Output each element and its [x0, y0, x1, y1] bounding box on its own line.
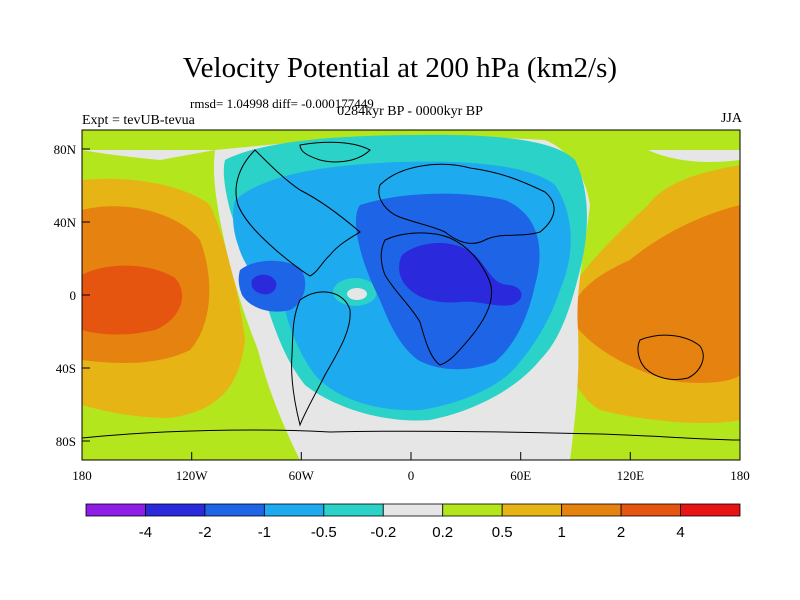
contour-fill-darkorange-east: [571, 205, 740, 383]
colorbar-swatch: [442, 503, 503, 517]
colorbar-swatch: [85, 503, 146, 517]
colorbar-label: -1: [258, 524, 271, 541]
map-title: Velocity Potential at 200 hPa (km2/s): [182, 52, 618, 84]
colorbar-label: 0.2: [432, 524, 453, 541]
season-label: JJA: [720, 111, 742, 126]
colorbar-swatch: [382, 503, 444, 517]
period-text: 0284kyr BP - 0000kyr BP: [337, 104, 483, 119]
axis-tick-marks: [81, 148, 741, 460]
contour-fill-grey-bubble: [347, 288, 367, 300]
coastlines: [82, 141, 740, 441]
coast-north-america: [235, 149, 361, 277]
colorbar-label: -0.2: [370, 524, 396, 541]
colorbar-label: -0.5: [311, 524, 337, 541]
experiment-label: Expt = tevUB-tevua: [82, 113, 195, 128]
x-tick-label-0: 0: [408, 468, 415, 483]
coast-south-america: [291, 291, 351, 427]
y-tick-label-eq: 0: [70, 288, 77, 303]
x-tick-label-180w: 180: [72, 468, 92, 483]
y-tick-label-80n: 80N: [54, 142, 77, 157]
colorbar: -4 -2 -1 -0.5 -0.2 0.2 0.5 1 2 4: [85, 503, 741, 541]
coast-africa: [380, 232, 493, 366]
x-tick-label-120w: 120W: [176, 468, 209, 483]
contour-fill-darkblue-americas: [251, 274, 277, 295]
colorbar-label: -2: [198, 524, 211, 541]
y-tick-label-40s: 40S: [56, 361, 76, 376]
colorbar-label: 1: [557, 524, 565, 541]
colorbar-swatch: [501, 503, 563, 517]
colorbar-label: 4: [676, 524, 684, 541]
colorbar-label: 0.5: [492, 524, 513, 541]
contour-fill-grey-arctic-east: [648, 150, 740, 162]
x-tick-label-60w: 60W: [289, 468, 315, 483]
colorbar-swatch: [263, 503, 325, 517]
y-tick-label-80s: 80S: [56, 434, 76, 449]
coast-eurasia: [378, 163, 555, 244]
x-tick-label-180e: 180: [730, 468, 750, 483]
x-tick-label-120e: 120E: [617, 468, 645, 483]
x-tick-label-60e: 60E: [510, 468, 531, 483]
contour-fill-darkblue-africa: [399, 242, 522, 306]
colorbar-swatch: [561, 503, 622, 517]
stats-text: rmsd= 1.04998 diff= -0.000177449: [190, 96, 374, 111]
coast-antarctica: [82, 429, 740, 441]
colorbar-label: 2: [617, 524, 625, 541]
colorbar-swatch: [323, 503, 384, 517]
coast-australia: [637, 334, 704, 381]
colorbar-swatch: [680, 503, 741, 517]
colorbar-label: -4: [139, 524, 152, 541]
contour-fill-grey-arctic-west: [82, 150, 215, 160]
contour-fill-red-west: [82, 265, 183, 335]
coast-greenland: [299, 141, 371, 163]
colorbar-swatch: [204, 503, 265, 517]
colorbar-swatch: [145, 503, 206, 517]
contour-field: [82, 130, 740, 460]
y-tick-label-40n: 40N: [54, 215, 77, 230]
colorbar-swatch: [620, 503, 681, 517]
